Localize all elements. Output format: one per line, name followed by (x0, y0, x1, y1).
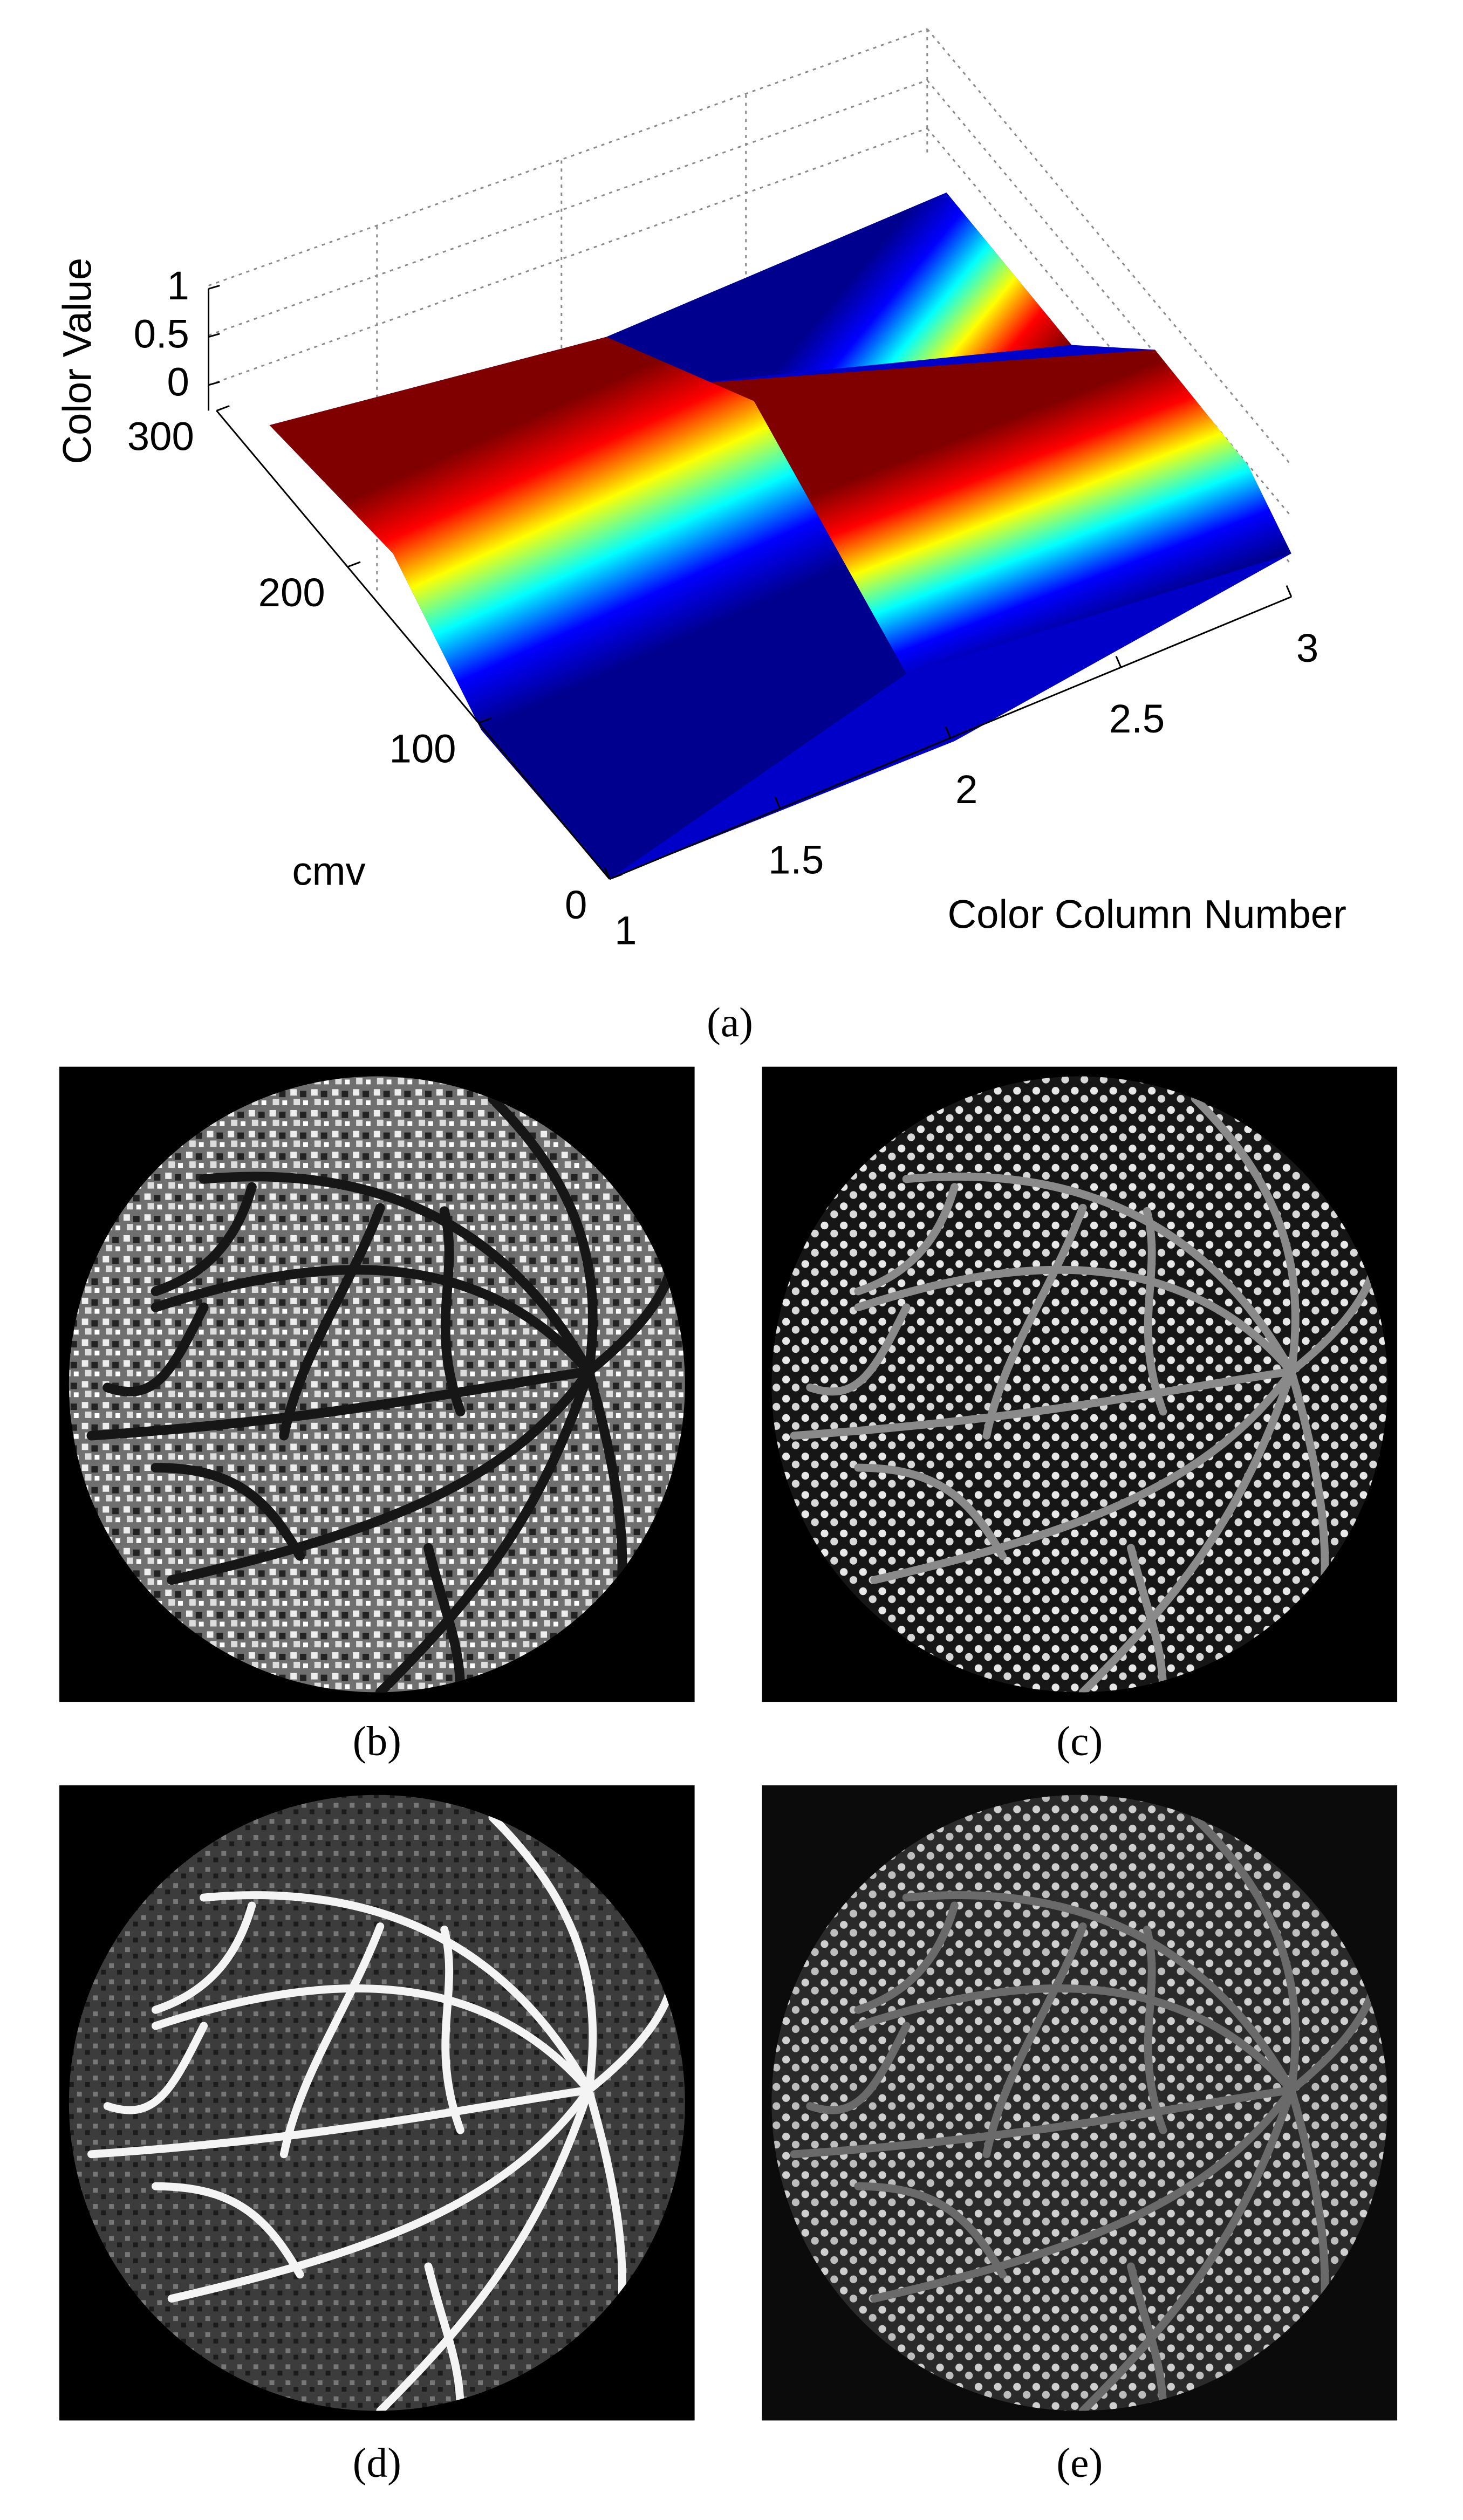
z-tick (208, 333, 220, 338)
x-tick-label: 1.5 (768, 838, 824, 882)
y-tick (609, 873, 623, 880)
surface (269, 193, 1291, 879)
image-e (762, 1785, 1398, 2421)
y-tick-label: 0 (565, 882, 587, 927)
x-tick-label: 1 (614, 908, 637, 953)
y-tick (216, 405, 230, 412)
z-tick-label: 0.5 (134, 311, 189, 356)
y-axis (216, 410, 611, 880)
y-axis-label: cmv (292, 848, 365, 893)
caption: (c) (1056, 1717, 1103, 1764)
z-tick-label: 0 (167, 359, 189, 404)
caption: (b) (353, 1717, 401, 1764)
x-tick (945, 726, 952, 738)
y-tick-label: 300 (127, 414, 194, 459)
z-tick-label: 1 (167, 263, 189, 308)
y-tick (347, 561, 361, 568)
surface-ridge (269, 337, 907, 879)
x-tick (1286, 585, 1293, 597)
y-tick-label: 100 (389, 726, 456, 771)
x-tick-label: 2 (955, 767, 977, 812)
x-tick (604, 867, 611, 880)
x-tick (774, 797, 781, 809)
x-axis-label: Color Column Number (947, 892, 1346, 937)
x-tick-label: 3 (1296, 626, 1318, 670)
caption: (e) (1056, 2439, 1103, 2485)
z-tick (208, 285, 220, 290)
x-tick-label: 2.5 (1109, 696, 1165, 741)
image-b (59, 1066, 695, 1702)
z-tick (208, 381, 220, 386)
image-c (762, 1066, 1398, 1702)
surface-ridge (673, 350, 1291, 674)
caption: (a) (707, 999, 753, 1045)
surface-band (606, 193, 1072, 385)
image-d (59, 1785, 695, 2421)
caption: (d) (353, 2439, 401, 2485)
y-tick (478, 717, 492, 724)
y-tick-label: 200 (258, 570, 325, 615)
x-tick (1115, 655, 1122, 668)
z-axis-label: Color Value (54, 258, 99, 464)
